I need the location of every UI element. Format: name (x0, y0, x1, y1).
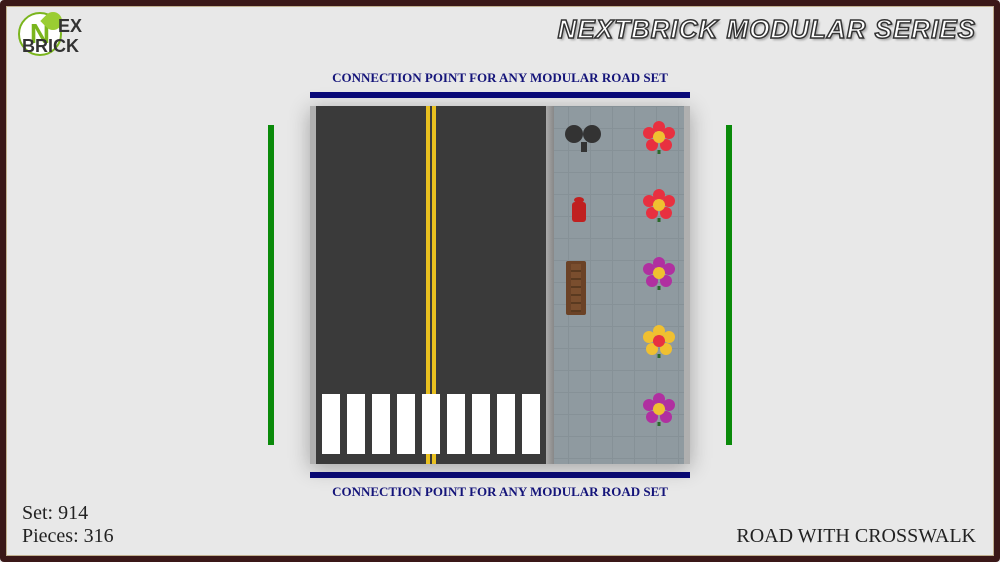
logo-text-ex: EX (58, 16, 82, 37)
set-label: Set: (22, 502, 53, 524)
flower-icon (642, 120, 676, 154)
flower-icon (642, 392, 676, 426)
bottom-connection-label: CONNECTION POINT FOR ANY MODULAR ROAD SE… (332, 484, 668, 500)
diagram-area: CONNECTION POINT FOR ANY MODULAR ROAD SE… (240, 70, 760, 500)
logo-text-brick: BRICK (22, 36, 79, 57)
top-connection-label: CONNECTION POINT FOR ANY MODULAR ROAD SE… (332, 70, 668, 86)
product-name: ROAD WITH CROSSWALK (736, 525, 976, 548)
flower-icon (642, 256, 676, 290)
bench-icon (566, 261, 586, 315)
road-surface (310, 106, 546, 464)
flower-icon (642, 324, 676, 358)
right-connector-bar (726, 125, 732, 445)
streetlamp-icon (564, 124, 604, 152)
sidewalk (546, 106, 690, 464)
road-tile (310, 106, 690, 464)
set-info: Set: 914 Pieces: 316 (22, 502, 114, 548)
pieces-label: Pieces: (22, 525, 79, 547)
flower-icon (642, 188, 676, 222)
pieces-count: 316 (84, 525, 114, 547)
set-number: 914 (58, 502, 88, 524)
series-title: NEXTBRICK MODULAR SERIES (558, 14, 976, 45)
bottom-connector-bar (310, 472, 690, 478)
fire-hydrant-icon (572, 202, 586, 222)
left-connector-bar (268, 125, 274, 445)
crosswalk-icon (322, 394, 540, 454)
top-connector-bar (310, 92, 690, 98)
curb (546, 106, 554, 464)
